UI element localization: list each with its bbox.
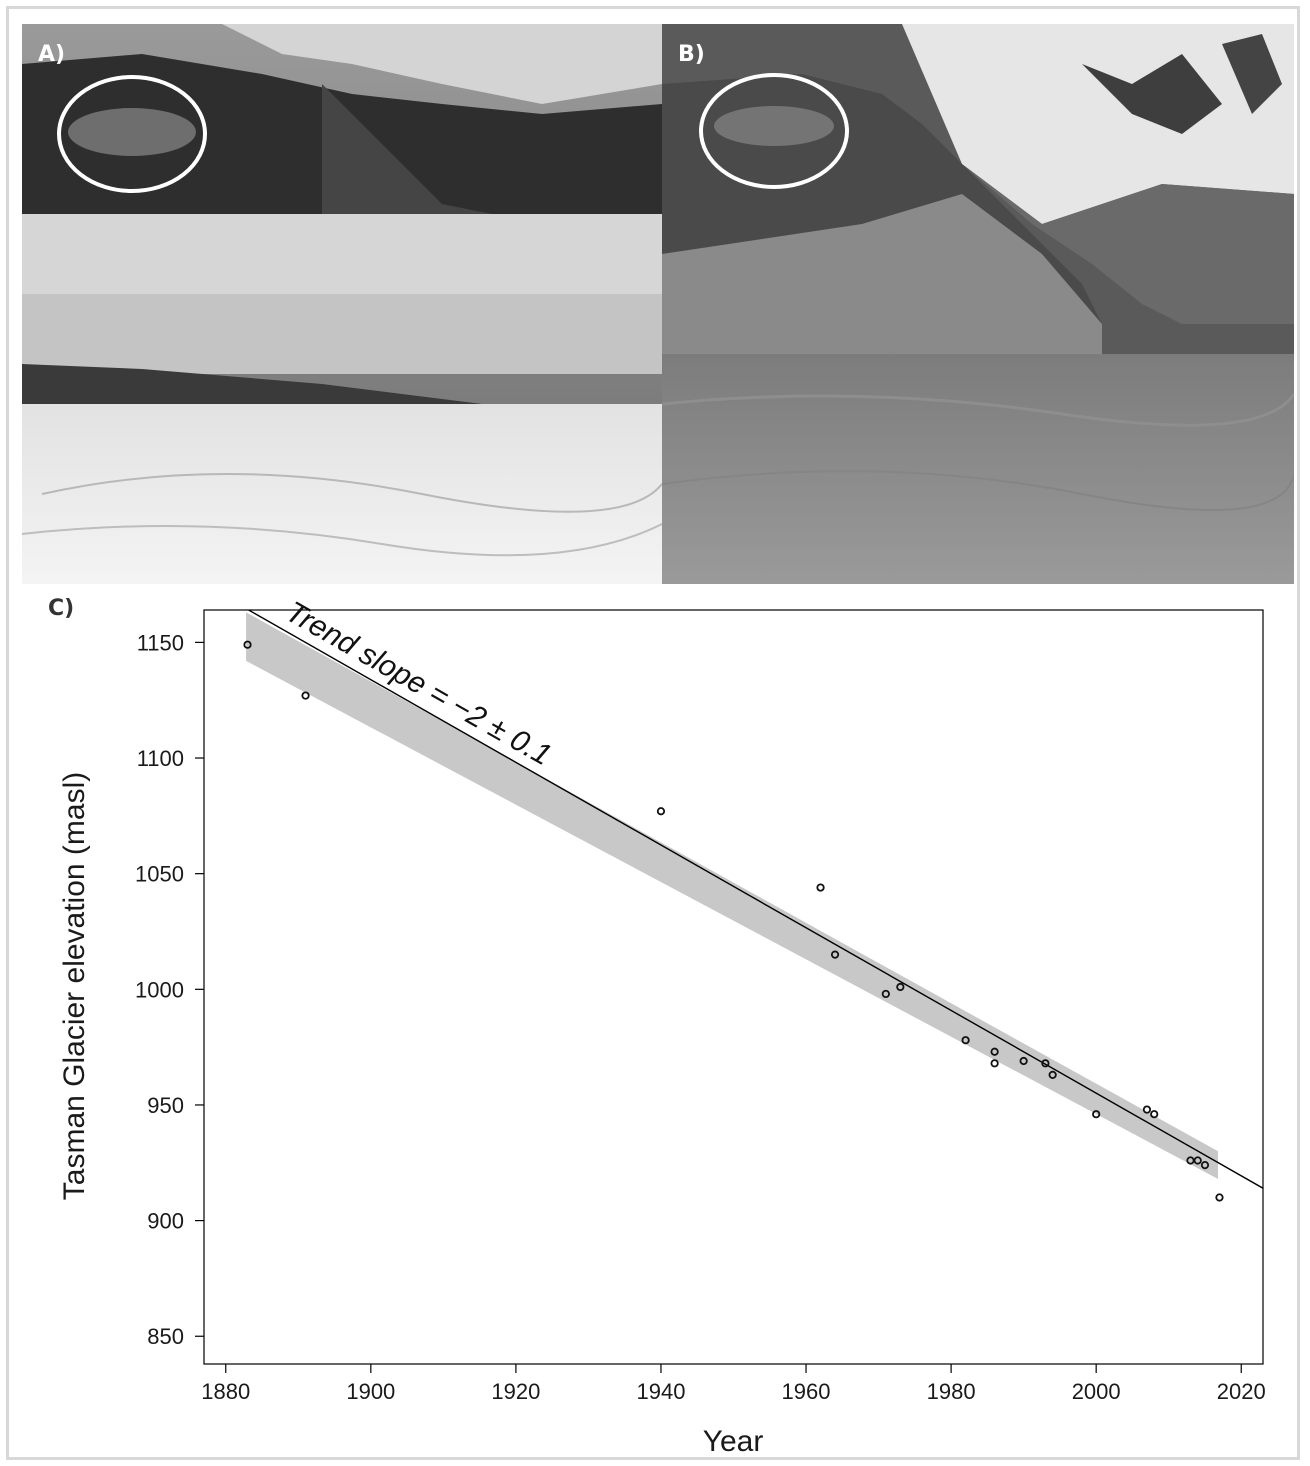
- data-point: [896, 982, 905, 992]
- photo-a-historical-glacier: [22, 24, 662, 584]
- data-point: [1092, 1110, 1101, 1119]
- data-point: [816, 883, 825, 892]
- data-point: [1019, 1056, 1028, 1066]
- panel-b-label: B): [678, 42, 705, 67]
- data-point: [961, 1036, 970, 1045]
- data-point: [1215, 1193, 1224, 1202]
- data-point: [990, 1047, 999, 1056]
- y-tick-label: 1150: [137, 630, 184, 655]
- data-point: [1200, 1160, 1210, 1170]
- y-axis-title: Tasman Glacier elevation (masl): [58, 772, 91, 1200]
- data-point: [1142, 1105, 1152, 1114]
- y-tick-label: 1050: [135, 862, 184, 887]
- x-tick-label: 1880: [201, 1379, 250, 1404]
- y-tick-label: 850: [147, 1324, 184, 1349]
- data-point: [830, 950, 840, 959]
- highlight-ellipse-a: [57, 75, 207, 193]
- data-point: [301, 691, 310, 700]
- plot-frame: [203, 609, 1264, 1365]
- photo-b-recent-glacier: [662, 24, 1294, 584]
- data-point: [881, 989, 890, 999]
- y-tick-label: 1100: [137, 746, 184, 771]
- x-tick-label: 1940: [636, 1379, 685, 1404]
- y-tick-label: 1000: [135, 977, 184, 1002]
- x-tick-label: 2000: [1072, 1379, 1121, 1404]
- x-tick-label: 1960: [782, 1379, 831, 1404]
- data-point: [1048, 1070, 1057, 1079]
- data-point: [656, 807, 666, 816]
- confidence-band: [246, 612, 1219, 1179]
- x-tick-label: 1980: [927, 1379, 976, 1404]
- data-point: [243, 640, 252, 649]
- x-tick-label: 1900: [346, 1379, 395, 1404]
- panel-c-label: C): [48, 596, 75, 621]
- figure-frame: [6, 6, 1300, 1460]
- panel-a-label: A): [38, 42, 66, 67]
- trend-line: [247, 610, 1263, 1189]
- y-tick-label: 900: [147, 1209, 184, 1234]
- data-point: [1041, 1059, 1050, 1068]
- highlight-ellipse-b: [699, 73, 849, 189]
- x-tick-label: 2020: [1217, 1379, 1266, 1404]
- x-tick-label: 1920: [491, 1379, 540, 1404]
- x-axis-title: Year: [703, 1425, 764, 1458]
- data-point: [1150, 1110, 1159, 1119]
- data-point: [990, 1059, 999, 1068]
- y-tick-label: 950: [147, 1093, 184, 1118]
- data-point: [1193, 1156, 1202, 1165]
